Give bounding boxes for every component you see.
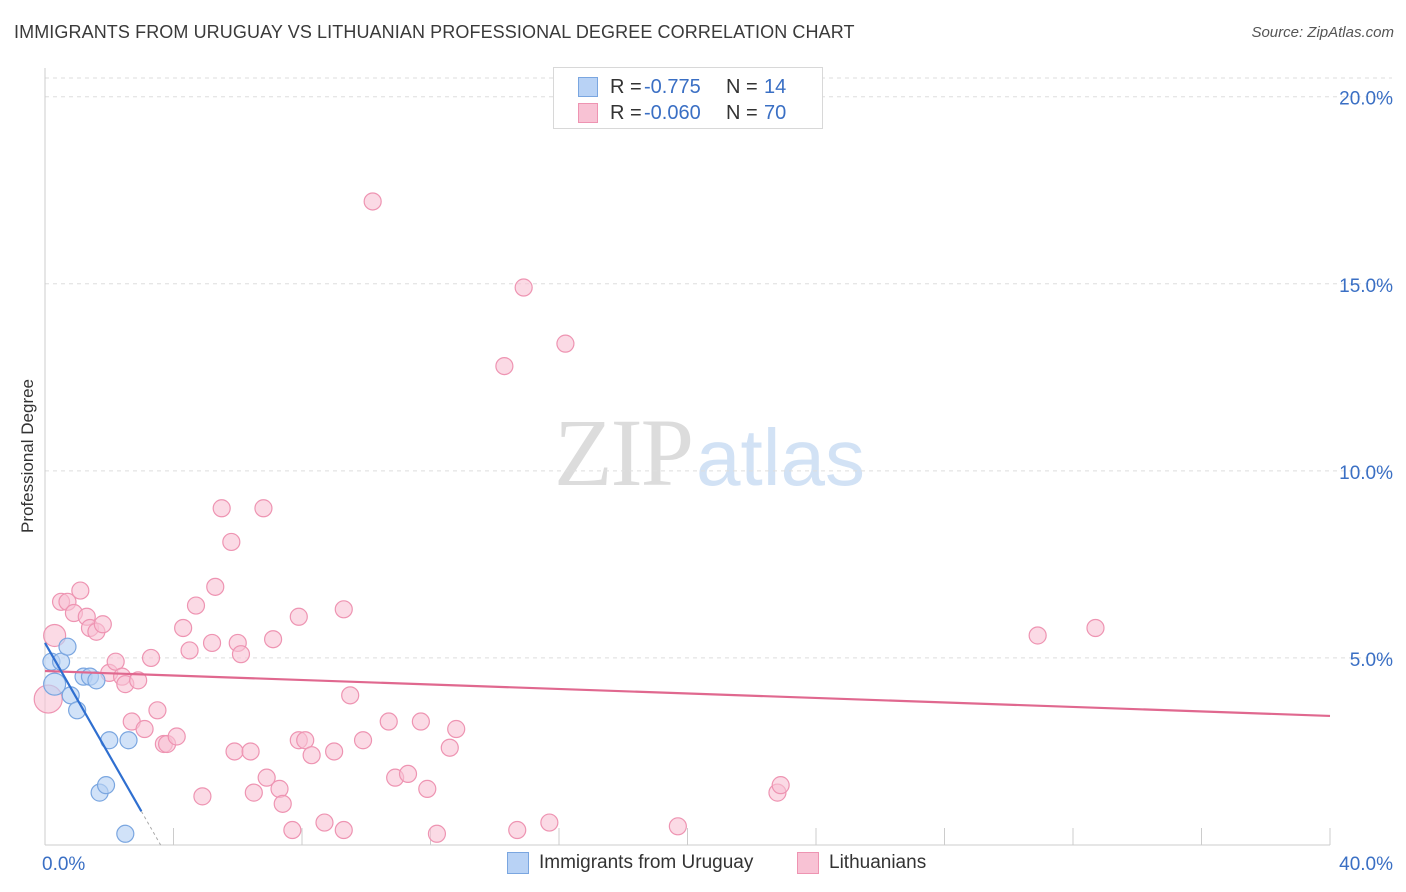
lithuanians-point	[71, 581, 90, 600]
lithuanians-point	[540, 813, 559, 832]
uruguay-point	[96, 776, 116, 795]
lithuanians-point	[1086, 618, 1105, 638]
series-legend: Immigrants from Uruguay Lithuanians	[0, 852, 1406, 876]
x-tick-label: 0.0%	[42, 854, 85, 875]
lithuanians-point	[129, 671, 148, 690]
lithuanians-point	[231, 645, 251, 664]
r-label: R =	[610, 75, 642, 98]
lithuanians-point	[341, 686, 360, 705]
r-value: -0.060	[644, 101, 701, 124]
lithuanians-point	[180, 641, 199, 660]
uruguay-points	[42, 637, 138, 843]
lithuanians-point	[206, 577, 225, 596]
legend-item-lithuanians[interactable]: Lithuanians	[797, 852, 926, 874]
legend-item-uruguay[interactable]: Immigrants from Uruguay	[507, 852, 753, 874]
uruguay-point	[87, 671, 106, 690]
legend-row-lithuanians: R = -0.060 N = 70	[578, 101, 786, 125]
lithuanians-point	[302, 746, 321, 765]
lithuanians-point	[495, 356, 514, 376]
lithuanians-points	[33, 192, 1105, 843]
y-tick-label: 10.0%	[1339, 463, 1393, 484]
trend-lines	[44, 642, 1331, 846]
axes	[44, 68, 1331, 846]
lithuanians-point	[668, 817, 687, 836]
lithuanians-point	[241, 742, 260, 761]
lithuanians-point	[353, 731, 373, 750]
legend-label: Lithuanians	[829, 852, 927, 873]
y-tick-label: 5.0%	[1350, 650, 1393, 671]
lithuanians-point	[1028, 626, 1047, 645]
lithuanians-point	[135, 719, 154, 739]
uruguay-point	[43, 672, 67, 696]
r-value: -0.775	[644, 75, 701, 98]
uruguay-point	[116, 824, 135, 843]
uruguay-trend-extension	[140, 811, 162, 846]
lithuanians-point	[508, 820, 527, 840]
lithuanians-point	[193, 787, 212, 806]
lithuanians-point	[257, 768, 276, 787]
lithuanians-point	[283, 820, 302, 840]
lithuanians-point	[270, 779, 289, 798]
lithuanians-point	[325, 742, 344, 761]
lithuanians-point	[43, 623, 67, 648]
lithuanians-point	[315, 813, 334, 832]
lithuanians-point	[334, 820, 353, 840]
lithuanians-point	[202, 633, 222, 653]
lithuanians-swatch	[578, 103, 598, 123]
lithuanians-point	[148, 701, 167, 720]
lithuanians-point	[771, 776, 790, 795]
n-value: 14	[764, 75, 787, 98]
correlation-legend: R = -0.775 N = 14 R = -0.060 N = 70	[553, 67, 823, 129]
lithuanians-point	[427, 824, 447, 843]
uruguay-swatch	[507, 852, 529, 874]
lithuanians-point	[225, 742, 244, 761]
lithuanians-point	[273, 794, 292, 813]
lithuanians-point	[289, 607, 308, 626]
lithuanians-point	[222, 532, 241, 552]
lithuanians-point	[398, 764, 418, 784]
lithuanians-point	[106, 652, 125, 671]
lithuanians-point	[263, 630, 283, 649]
lithuanians-point	[379, 712, 398, 731]
uruguay-trend-line	[44, 642, 143, 812]
y-tick-label: 20.0%	[1339, 89, 1393, 110]
lithuanians-point	[93, 615, 112, 634]
lithuanians-trend-line	[44, 669, 1331, 718]
lithuanians-point	[334, 600, 353, 619]
grid-lines	[45, 77, 1392, 659]
uruguay-swatch	[578, 77, 598, 97]
uruguay-point	[58, 637, 77, 656]
lithuanians-swatch	[797, 852, 819, 874]
lithuanians-point	[296, 731, 315, 750]
y-tick-label: 15.0%	[1339, 276, 1393, 297]
n-label: N =	[726, 75, 758, 98]
lithuanians-point	[174, 618, 193, 638]
lithuanians-point	[244, 783, 263, 802]
n-value: 70	[764, 101, 787, 124]
lithuanians-point	[411, 712, 430, 731]
lithuanians-point	[186, 596, 206, 615]
lithuanians-point	[167, 727, 186, 746]
chart-title: IMMIGRANTS FROM URUGUAY VS LITHUANIAN PR…	[14, 22, 855, 42]
lithuanians-point	[418, 779, 437, 798]
lithuanians-point	[440, 738, 459, 757]
lithuanians-point	[363, 192, 382, 211]
x-tick-label: 40.0%	[1339, 854, 1393, 875]
lithuanians-point	[141, 648, 161, 668]
tick-labels: 5.0% 10.0% 15.0% 20.0% 0.0% 40.0%	[42, 89, 1393, 875]
r-label: R =	[610, 101, 642, 124]
n-label: N =	[726, 101, 758, 124]
source-label: Source: ZipAtlas.com	[1251, 24, 1394, 41]
uruguay-point	[119, 731, 138, 750]
legend-row-uruguay: R = -0.775 N = 14	[578, 75, 786, 99]
lithuanians-point	[556, 334, 575, 353]
legend-label: Immigrants from Uruguay	[539, 852, 754, 873]
lithuanians-point	[212, 499, 231, 518]
lithuanians-point	[514, 278, 533, 297]
lithuanians-point	[254, 499, 273, 518]
lithuanians-point	[447, 719, 466, 739]
